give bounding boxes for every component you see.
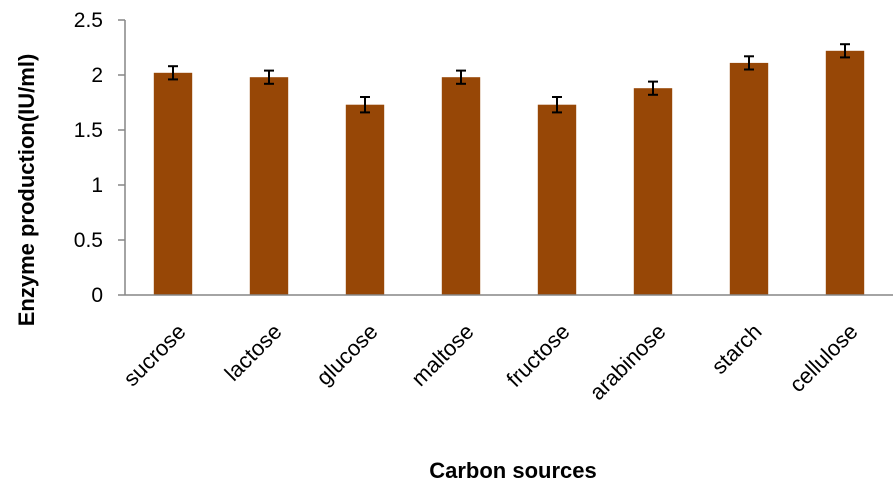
x-tick-label: cellulose: [784, 319, 862, 397]
x-tick-label: sucrose: [118, 319, 190, 391]
x-tick-label: arabinose: [585, 319, 671, 405]
y-tick-label: 2: [91, 64, 103, 87]
x-tick-label: lactose: [220, 319, 287, 386]
y-tick-label: 1.5: [74, 119, 103, 142]
bar: [345, 104, 385, 295]
y-tick-label: 2.5: [74, 9, 103, 32]
x-axis-labels: sucrose lactose glucose maltose fructose arab…: [118, 319, 862, 405]
x-tick-label: glucose: [311, 319, 382, 390]
y-tick-label: 1: [91, 174, 103, 197]
bar: [825, 50, 865, 295]
x-tick-label: maltose: [406, 319, 478, 391]
bar: [441, 77, 481, 295]
bars: [153, 50, 865, 296]
x-tick-label: starch: [706, 319, 766, 379]
bar: [633, 88, 673, 295]
error-bars: [168, 43, 850, 114]
bar: [537, 104, 577, 295]
bar: [249, 77, 289, 295]
x-tick-label: fructose: [502, 319, 575, 392]
y-axis-ticks: 0 0.5 1 1.5 2 2.5: [74, 9, 125, 307]
bar: [729, 62, 769, 296]
y-tick-label: 0: [91, 284, 103, 307]
y-tick-label: 0.5: [74, 229, 103, 252]
y-axis-title: Enzyme production(IU/ml): [14, 54, 39, 327]
x-axis-title: Carbon sources: [429, 458, 597, 483]
bar: [153, 72, 193, 295]
